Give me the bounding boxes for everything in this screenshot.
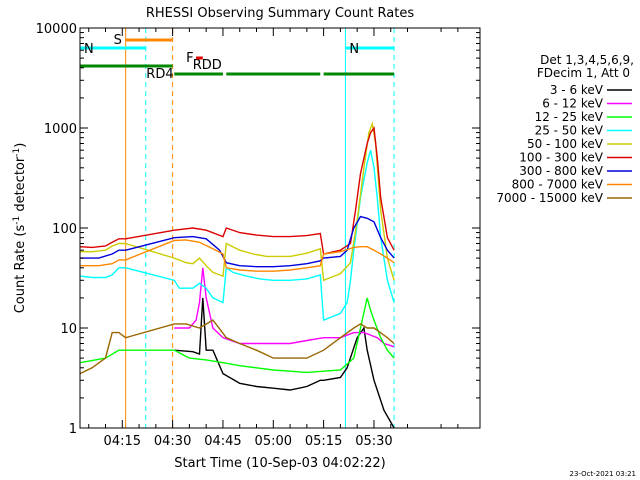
series-line-1 — [174, 267, 395, 348]
flag-label-7: F — [186, 51, 193, 66]
y-label-main: Count Rate (s — [13, 225, 28, 314]
legend-entry-label-3: 25 - 50 keV — [535, 124, 604, 138]
y-label-end: ) — [13, 143, 28, 148]
series-line-2 — [79, 297, 395, 374]
series-line-4 — [80, 121, 395, 282]
x-tick-label-5: 05:30 — [355, 434, 392, 449]
y-tick-label-2: 100 — [52, 222, 77, 237]
legend-entry-label-5: 100 - 300 keV — [519, 151, 603, 165]
flag-label-4: RD4 — [146, 67, 173, 82]
y-axis-label: Count Rate (s-1 detector-1) — [12, 143, 28, 314]
y-tick-label-1: 10 — [60, 322, 77, 337]
y-label-sup2: -1 — [12, 148, 22, 157]
y-tick-label-3: 1000 — [44, 122, 77, 137]
legend-header-1: FDecim 1, Att 0 — [537, 66, 630, 80]
x-tick-label-3: 05:00 — [255, 434, 292, 449]
legend-entry-label-8: 7000 - 15000 keV — [496, 191, 603, 205]
x-tick-label-1: 04:30 — [154, 434, 191, 449]
legend-entry-label-7: 800 - 7000 keV — [512, 178, 604, 192]
legend-entry-label-4: 50 - 100 keV — [527, 137, 604, 151]
series-line-5 — [79, 126, 395, 255]
axes: 04:15 04:30 04:45 05:00 05:15 05:30 1 10 100 1000… — [36, 22, 480, 449]
x-axis-label: Start Time (10-Sep-03 04:02:22) — [174, 456, 385, 471]
series-line-0 — [174, 297, 395, 429]
series-line-6 — [80, 215, 395, 268]
y-label-sup1: -1 — [12, 216, 22, 225]
flag-bars: S N N RDD RD4 F — [80, 33, 395, 82]
y-label-mid: detector — [13, 156, 28, 216]
flag-label-1: N — [84, 42, 94, 57]
legend-entry-label-1: 6 - 12 keV — [542, 97, 604, 111]
y-tick-label-0: 1 — [69, 422, 77, 437]
flag-label-2: N — [349, 42, 359, 57]
x-tick-label-4: 05:15 — [305, 434, 342, 449]
legend-entry-label-0: 3 - 6 keV — [550, 83, 604, 97]
legend-entry-label-2: 12 - 25 keV — [535, 110, 604, 124]
footer-timestamp: 23-Oct-2021 03:21 — [570, 470, 636, 478]
legend-header-0: Det 1,3,4,5,6,9, — [540, 53, 634, 67]
series-lines — [79, 121, 395, 429]
flag-label-3: RDD — [193, 58, 222, 73]
x-tick-label-2: 04:45 — [204, 434, 241, 449]
series-line-3 — [79, 150, 395, 322]
y-tick-label-4: 10000 — [36, 22, 77, 37]
series-line-7 — [80, 239, 395, 272]
series-line-8 — [79, 319, 395, 375]
legend: Det 1,3,4,5,6,9,FDecim 1, Att 0 3 - 6 keV… — [496, 53, 634, 205]
legend-entry-label-6: 300 - 800 keV — [519, 164, 603, 178]
x-tick-label-0: 04:15 — [104, 434, 141, 449]
plot-frame — [79, 27, 481, 429]
chart-title: RHESSI Observing Summary Count Rates — [146, 6, 415, 21]
flag-label-0: S — [114, 33, 122, 48]
